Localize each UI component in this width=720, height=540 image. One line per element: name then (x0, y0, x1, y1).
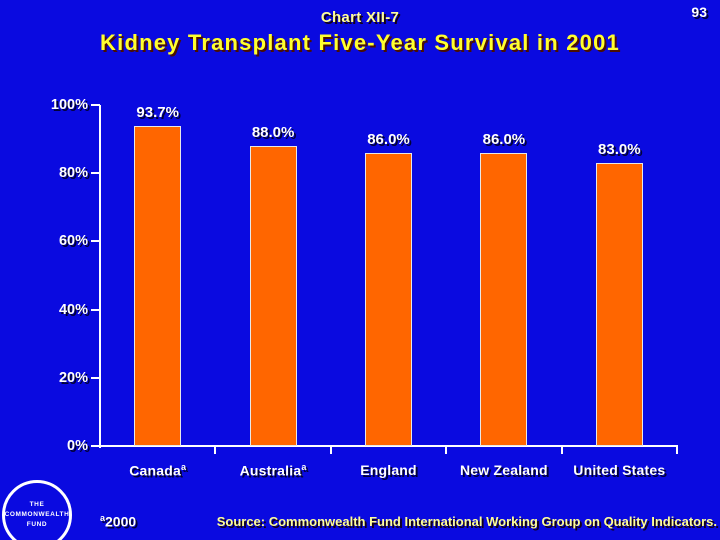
x-axis-line (99, 445, 678, 447)
x-axis-tick (445, 447, 448, 454)
source-text: Source: Commonwealth Fund International … (216, 514, 717, 529)
x-axis-category-label: Australiaa (239, 462, 307, 479)
logo-line: THE (29, 500, 45, 508)
bar (595, 162, 643, 446)
x-axis-tick (214, 447, 217, 454)
x-axis-tick (676, 447, 678, 454)
y-axis-line (99, 105, 101, 448)
logo-line: FUND (26, 521, 48, 529)
y-axis-tick (91, 172, 100, 175)
footnote-superscript: a (100, 513, 106, 523)
y-axis-tick-label: 40% (58, 301, 88, 318)
bar-value-label: 86.0% (367, 130, 410, 148)
bar (134, 126, 182, 446)
x-axis-category-label: England (360, 462, 417, 478)
chart-number-label: Chart XII-7 (320, 9, 400, 26)
bar-value-label: 93.7% (136, 104, 179, 122)
y-axis-tick-label: 100% (50, 97, 88, 113)
bar-value-label: 83.0% (598, 140, 641, 158)
y-axis-tick (91, 308, 100, 311)
x-axis-category-label: United States (573, 462, 666, 478)
y-axis-tick (91, 240, 100, 243)
y-axis-tick-label: 60% (58, 233, 88, 250)
bar (249, 145, 297, 446)
bar-value-label: 88.0% (251, 123, 295, 141)
page-number: 93 (691, 4, 707, 20)
bar-value-label: 86.0% (482, 130, 526, 148)
x-axis-category-label: Canadaa (129, 462, 187, 479)
x-axis-category-label: New Zealand (460, 462, 548, 478)
y-axis-tick (91, 445, 100, 447)
chart-title: Kidney Transplant Five-Year Survival in … (100, 30, 620, 55)
y-axis-tick-label: 0% (67, 438, 88, 454)
footnote: a2000 (100, 513, 136, 530)
y-axis-tick-label: 20% (58, 369, 88, 386)
logo-line: COMMONWEALTH (4, 510, 70, 518)
y-axis-tick (91, 376, 100, 379)
x-axis-tick (329, 447, 332, 454)
y-axis-tick (91, 104, 100, 106)
bar (480, 152, 528, 446)
x-axis-tick (560, 447, 563, 454)
bar (365, 152, 412, 446)
category-superscript: a (301, 462, 307, 472)
y-axis-tick-label: 80% (58, 165, 88, 182)
commonwealth-fund-logo: THE COMMONWEALTH FUND (2, 480, 72, 540)
footnote-text: 2000 (105, 513, 137, 530)
category-superscript: a (180, 462, 187, 472)
